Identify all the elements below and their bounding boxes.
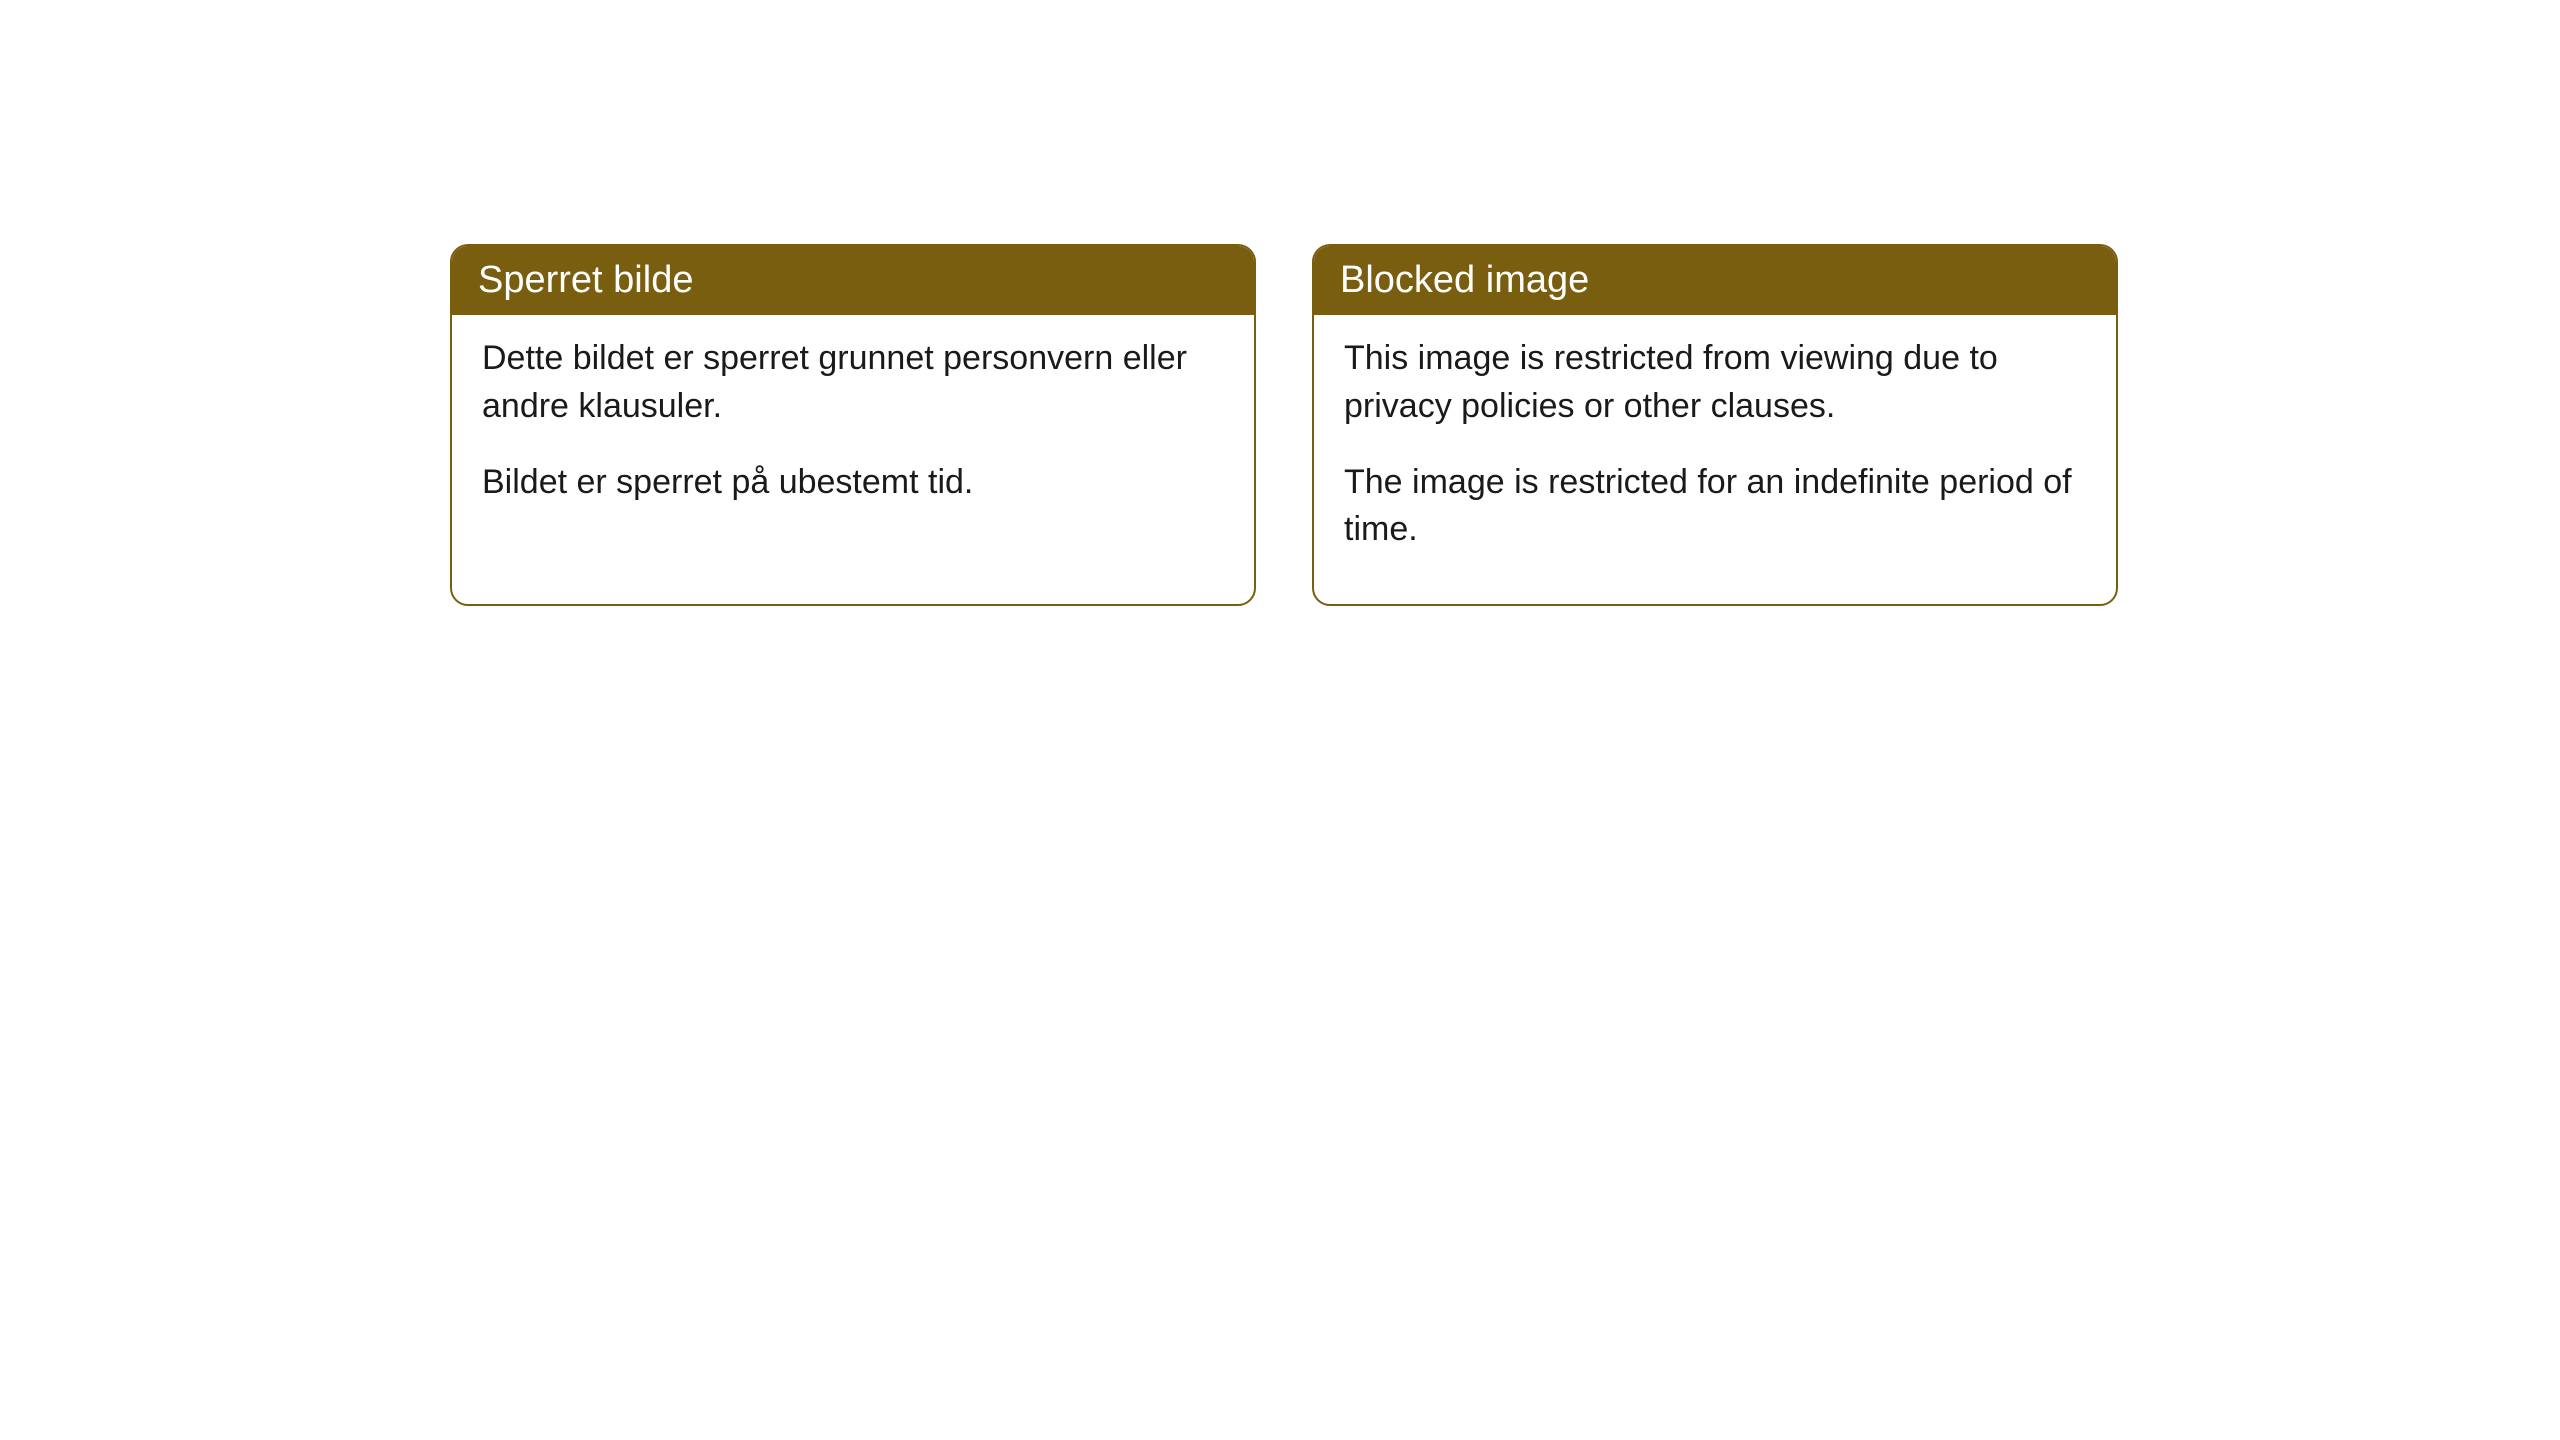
card-body: Dette bildet er sperret grunnet personve… <box>452 315 1254 556</box>
card-body-paragraph: The image is restricted for an indefinit… <box>1344 459 2086 554</box>
card-body-paragraph: Bildet er sperret på ubestemt tid. <box>482 459 1224 507</box>
blocked-image-card-no: Sperret bilde Dette bildet er sperret gr… <box>450 244 1256 606</box>
card-body: This image is restricted from viewing du… <box>1314 315 2116 603</box>
card-header: Sperret bilde <box>452 246 1254 315</box>
card-body-paragraph: This image is restricted from viewing du… <box>1344 335 2086 430</box>
blocked-image-card-en: Blocked image This image is restricted f… <box>1312 244 2118 606</box>
notice-container: Sperret bilde Dette bildet er sperret gr… <box>450 244 2118 606</box>
card-body-paragraph: Dette bildet er sperret grunnet personve… <box>482 335 1224 430</box>
card-header: Blocked image <box>1314 246 2116 315</box>
